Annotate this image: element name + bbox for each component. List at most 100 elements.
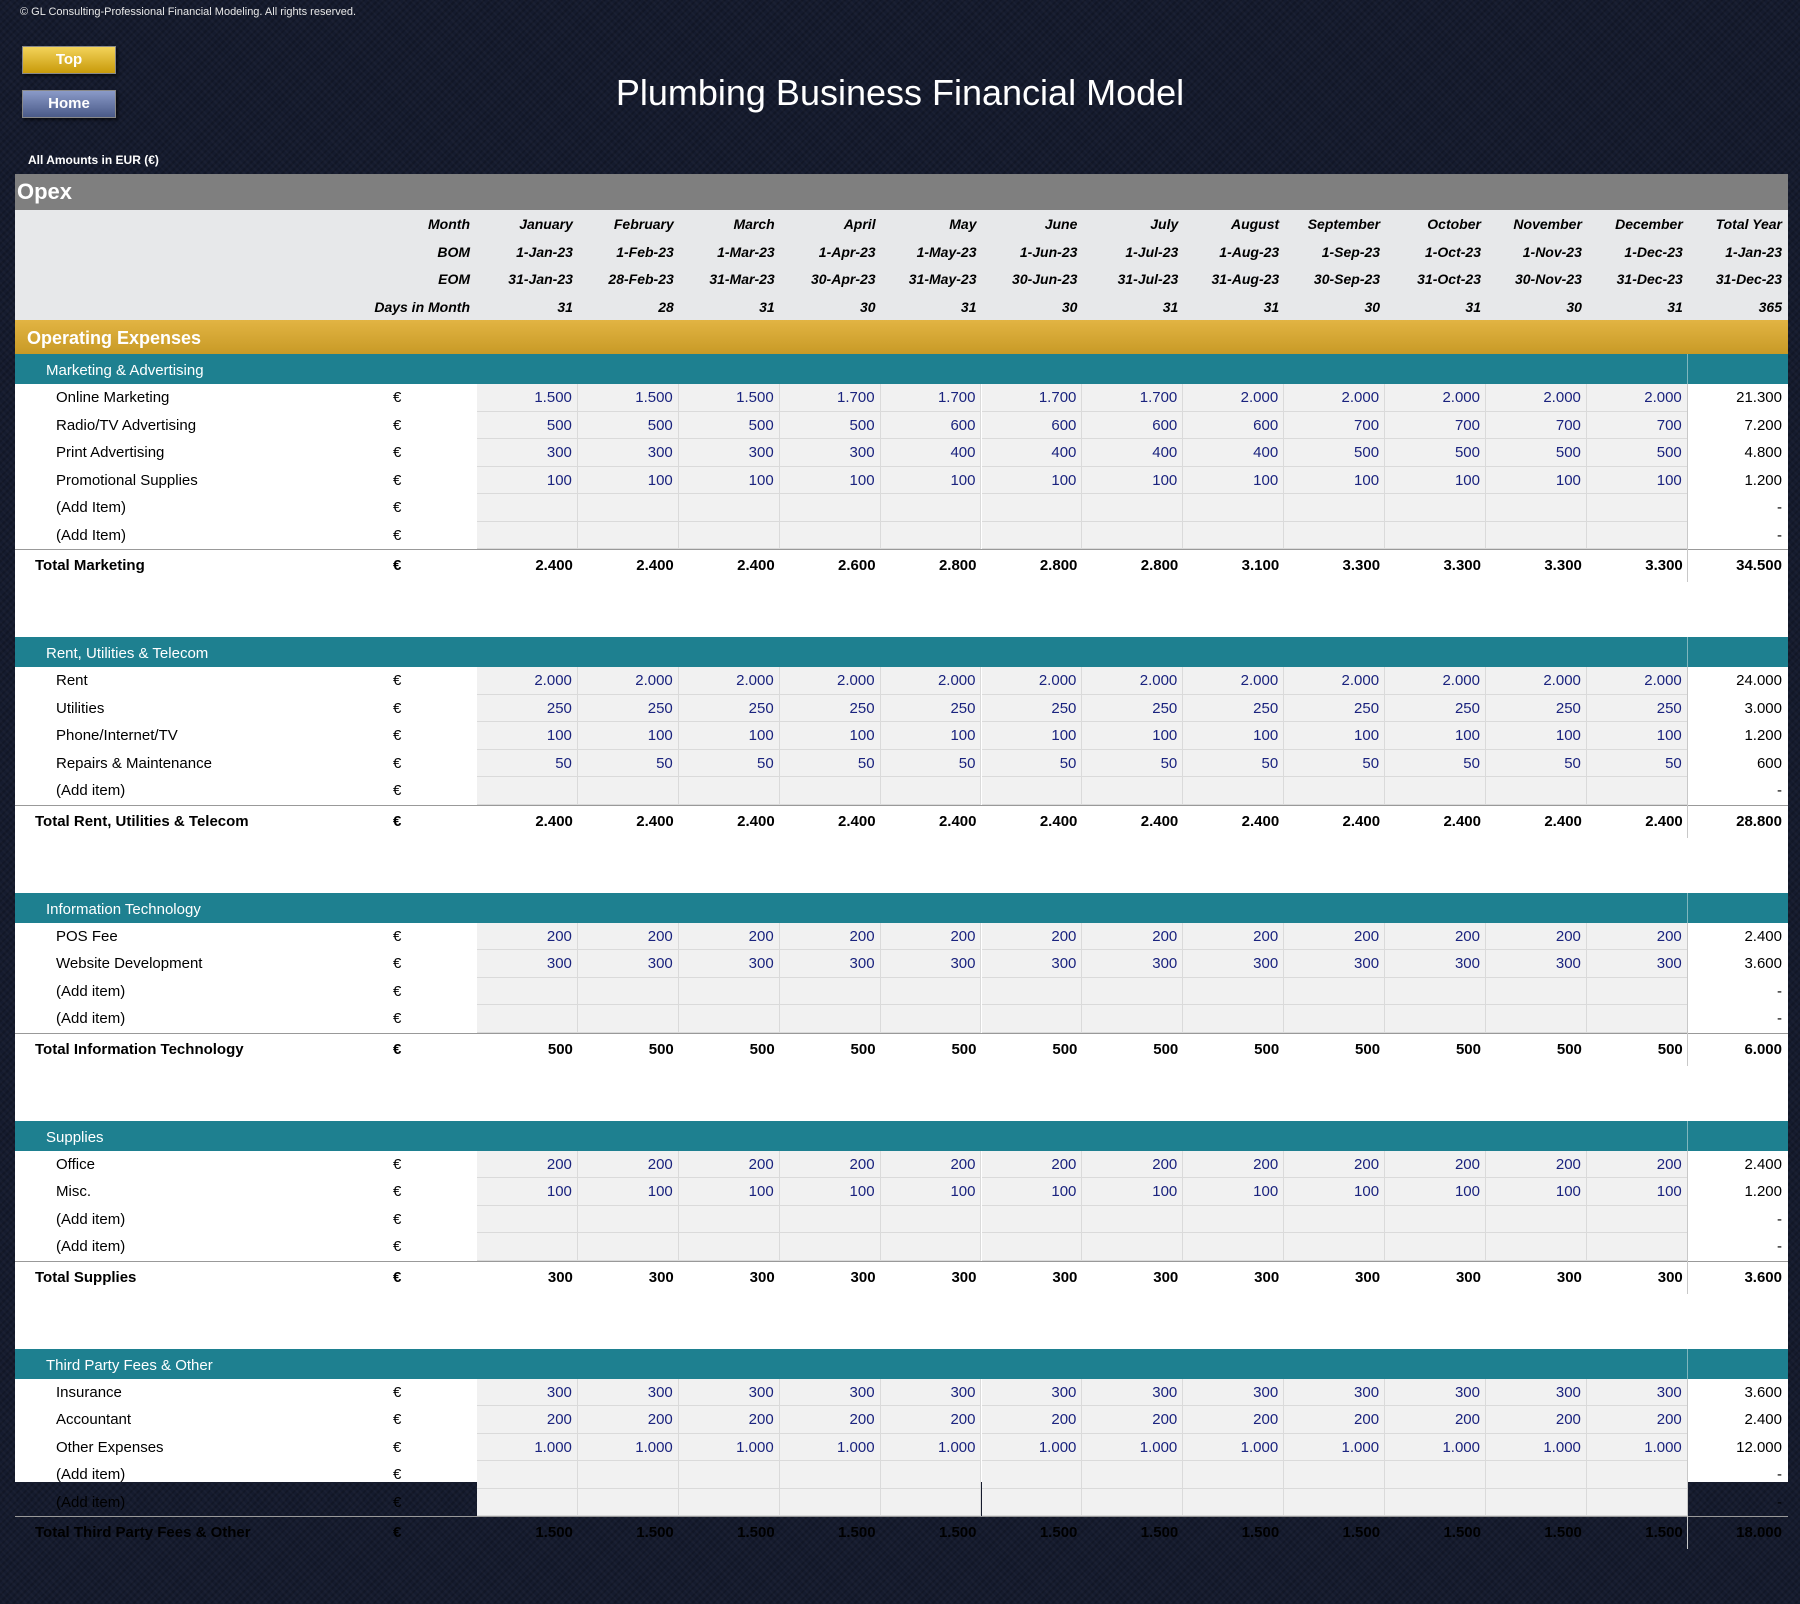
input-cell[interactable]	[982, 522, 1083, 550]
input-cell[interactable]: 200	[578, 1151, 679, 1179]
input-cell[interactable]	[578, 1233, 679, 1261]
input-cell[interactable]: 500	[1385, 439, 1486, 467]
input-cell[interactable]: 100	[1284, 467, 1385, 495]
input-cell[interactable]: 1.000	[1385, 1434, 1486, 1462]
input-cell[interactable]: 200	[679, 1151, 780, 1179]
input-cell[interactable]: 2.000	[881, 667, 982, 695]
input-cell[interactable]: 1.000	[477, 1434, 578, 1462]
input-cell[interactable]: 400	[881, 439, 982, 467]
input-cell[interactable]	[1587, 1233, 1688, 1261]
input-cell[interactable]: 100	[881, 722, 982, 750]
input-cell[interactable]: 100	[578, 1178, 679, 1206]
input-cell[interactable]	[1486, 1489, 1587, 1517]
input-cell[interactable]	[1486, 1461, 1587, 1489]
input-cell[interactable]: 100	[982, 467, 1083, 495]
input-cell[interactable]	[1385, 1233, 1486, 1261]
input-cell[interactable]	[1587, 494, 1688, 522]
input-cell[interactable]	[1587, 1005, 1688, 1033]
input-cell[interactable]: 250	[1284, 695, 1385, 723]
input-cell[interactable]	[881, 522, 982, 550]
input-cell[interactable]: 50	[477, 750, 578, 778]
input-cell[interactable]: 100	[780, 1178, 881, 1206]
input-cell[interactable]: 200	[679, 1406, 780, 1434]
input-cell[interactable]	[477, 1005, 578, 1033]
input-cell[interactable]: 300	[1385, 1379, 1486, 1407]
input-cell[interactable]	[1082, 978, 1183, 1006]
input-cell[interactable]: 200	[780, 1406, 881, 1434]
input-cell[interactable]: 200	[1082, 1406, 1183, 1434]
input-cell[interactable]: 50	[1385, 750, 1486, 778]
input-cell[interactable]: 300	[780, 439, 881, 467]
input-cell[interactable]: 2.000	[1284, 667, 1385, 695]
input-cell[interactable]	[1587, 978, 1688, 1006]
input-cell[interactable]	[477, 1206, 578, 1234]
input-cell[interactable]: 1.700	[1082, 384, 1183, 412]
input-cell[interactable]	[1183, 777, 1284, 805]
input-cell[interactable]: 1.000	[1082, 1434, 1183, 1462]
input-cell[interactable]: 2.000	[578, 667, 679, 695]
input-cell[interactable]: 200	[881, 1151, 982, 1179]
input-cell[interactable]: 250	[578, 695, 679, 723]
input-cell[interactable]: 400	[1183, 439, 1284, 467]
input-cell[interactable]	[780, 1005, 881, 1033]
input-cell[interactable]: 2.000	[1587, 667, 1688, 695]
input-cell[interactable]	[1082, 1206, 1183, 1234]
input-cell[interactable]	[1183, 1206, 1284, 1234]
input-cell[interactable]	[1183, 978, 1284, 1006]
input-cell[interactable]	[1284, 1206, 1385, 1234]
input-cell[interactable]: 1.000	[1486, 1434, 1587, 1462]
input-cell[interactable]: 50	[578, 750, 679, 778]
input-cell[interactable]: 100	[1183, 722, 1284, 750]
input-cell[interactable]	[1486, 978, 1587, 1006]
input-cell[interactable]: 600	[881, 412, 982, 440]
input-cell[interactable]: 200	[1284, 1151, 1385, 1179]
input-cell[interactable]	[1082, 522, 1183, 550]
input-cell[interactable]	[679, 1005, 780, 1033]
input-cell[interactable]: 200	[1284, 1406, 1385, 1434]
input-cell[interactable]: 1.000	[982, 1434, 1083, 1462]
input-cell[interactable]: 200	[1587, 1151, 1688, 1179]
input-cell[interactable]	[982, 1461, 1083, 1489]
input-cell[interactable]: 50	[1486, 750, 1587, 778]
input-cell[interactable]: 250	[780, 695, 881, 723]
input-cell[interactable]: 500	[1284, 439, 1385, 467]
input-cell[interactable]: 600	[1183, 412, 1284, 440]
input-cell[interactable]: 2.000	[679, 667, 780, 695]
input-cell[interactable]: 2.000	[1587, 384, 1688, 412]
input-cell[interactable]	[1183, 522, 1284, 550]
input-cell[interactable]: 250	[881, 695, 982, 723]
input-cell[interactable]: 200	[477, 1151, 578, 1179]
input-cell[interactable]	[1385, 1489, 1486, 1517]
input-cell[interactable]: 300	[982, 1379, 1083, 1407]
input-cell[interactable]	[1587, 1206, 1688, 1234]
input-cell[interactable]: 1.000	[679, 1434, 780, 1462]
input-cell[interactable]: 100	[881, 467, 982, 495]
input-cell[interactable]: 600	[1082, 412, 1183, 440]
input-cell[interactable]: 300	[477, 439, 578, 467]
input-cell[interactable]	[679, 1461, 780, 1489]
input-cell[interactable]: 100	[679, 467, 780, 495]
input-cell[interactable]: 200	[982, 923, 1083, 951]
input-cell[interactable]: 100	[1082, 467, 1183, 495]
input-cell[interactable]: 500	[477, 412, 578, 440]
input-cell[interactable]: 100	[881, 1178, 982, 1206]
input-cell[interactable]: 300	[679, 439, 780, 467]
input-cell[interactable]: 300	[679, 1379, 780, 1407]
input-cell[interactable]: 200	[1587, 1406, 1688, 1434]
input-cell[interactable]: 100	[1284, 722, 1385, 750]
input-cell[interactable]	[679, 978, 780, 1006]
input-cell[interactable]: 100	[1183, 1178, 1284, 1206]
input-cell[interactable]	[1082, 494, 1183, 522]
input-cell[interactable]	[679, 494, 780, 522]
input-cell[interactable]: 100	[477, 1178, 578, 1206]
input-cell[interactable]	[982, 494, 1083, 522]
input-cell[interactable]: 500	[780, 412, 881, 440]
input-cell[interactable]	[477, 978, 578, 1006]
input-cell[interactable]	[1183, 494, 1284, 522]
input-cell[interactable]: 200	[881, 923, 982, 951]
input-cell[interactable]: 200	[1486, 923, 1587, 951]
input-cell[interactable]: 300	[1385, 950, 1486, 978]
input-cell[interactable]: 100	[1486, 1178, 1587, 1206]
input-cell[interactable]	[780, 494, 881, 522]
input-cell[interactable]: 300	[1587, 950, 1688, 978]
